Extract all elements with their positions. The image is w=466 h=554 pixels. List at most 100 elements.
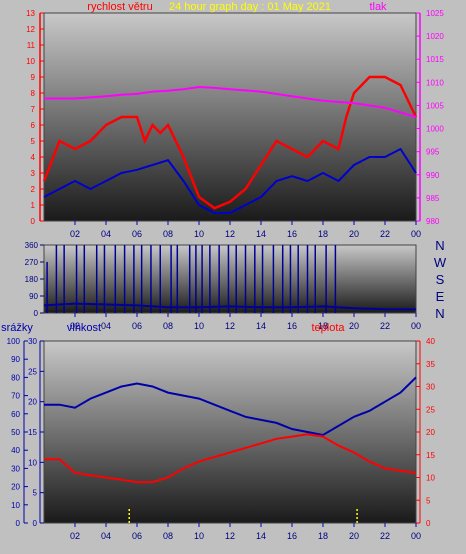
temperature-y-tick-label: 40: [426, 337, 435, 346]
y-left-tick-label: 4: [31, 153, 36, 162]
rain-y-tick-label: 50: [11, 428, 20, 437]
temperature-y-tick-label: 25: [426, 405, 435, 414]
humidity-y-tick-label: 15: [28, 428, 37, 437]
x-tick-label: 22: [380, 229, 390, 239]
top-panel: 0123456789101112139809859909951000100510…: [26, 1, 444, 239]
temperature-label: teplota: [311, 322, 345, 334]
x-tick-label: 22: [380, 321, 390, 331]
humidity-y-tick-label: 5: [33, 489, 38, 498]
humidity-label: vlhkost: [67, 322, 101, 334]
y-right-tick-label: 995: [426, 148, 440, 157]
y-left-tick-label: 3: [31, 169, 36, 178]
temperature-y-tick-label: 20: [426, 428, 435, 437]
x-tick-label: 10: [194, 229, 204, 239]
direction-y-tick-label: 180: [25, 275, 39, 284]
rain-y-tick-label: 100: [7, 337, 21, 346]
y-left-tick-label: 13: [26, 9, 35, 18]
compass-label: S: [436, 272, 445, 287]
top-plot-area: [43, 12, 417, 222]
rain-y-tick-label: 40: [11, 446, 20, 455]
x-tick-label: 08: [163, 531, 173, 541]
y-left-tick-label: 8: [31, 89, 36, 98]
x-tick-label: 06: [132, 229, 142, 239]
x-tick-label: 04: [101, 321, 111, 331]
direction-y-tick-label: 0: [34, 309, 39, 318]
humidity-y-tick-label: 10: [28, 458, 37, 467]
x-tick-label: 10: [194, 531, 204, 541]
x-tick-label: 18: [318, 321, 328, 331]
rain-y-tick-label: 60: [11, 410, 20, 419]
x-tick-label: 02: [70, 229, 80, 239]
x-tick-label: 08: [163, 321, 173, 331]
compass-label: E: [436, 289, 445, 304]
x-tick-label: 00: [411, 229, 421, 239]
humidity-y-tick-label: 20: [28, 398, 37, 407]
pressure-line: [44, 85, 417, 118]
x-tick-label: 18: [318, 229, 328, 239]
x-tick-label: 16: [287, 229, 297, 239]
rain-y-tick-label: 20: [11, 483, 20, 492]
wind-speed-label: rychlost větru: [87, 1, 152, 13]
x-tick-label: 06: [132, 321, 142, 331]
temperature-y-tick-label: 15: [426, 451, 435, 460]
humidity-line: [44, 376, 417, 437]
compass-label: W: [434, 255, 447, 270]
direction-y-tick-label: 360: [25, 241, 39, 250]
temperature-y-tick-label: 10: [426, 474, 435, 483]
wind-gust-line: [42, 75, 418, 210]
y-left-tick-label: 9: [31, 73, 36, 82]
humidity-y-tick-label: 30: [28, 337, 37, 346]
direction-y-tick-label: 270: [25, 258, 39, 267]
temperature-y-tick-label: 35: [426, 360, 435, 369]
humidity-y-tick-label: 25: [28, 367, 37, 376]
temperature-y-tick-label: 0: [426, 519, 431, 528]
y-left-tick-label: 5: [31, 137, 36, 146]
direction-y-tick-label: 90: [29, 292, 38, 301]
x-tick-label: 22: [380, 531, 390, 541]
temperature-line: [44, 433, 417, 484]
temperature-y-tick-label: 30: [426, 383, 435, 392]
rain-label: srážky: [1, 322, 33, 334]
climate-plot-area: [43, 340, 417, 524]
compass-label: N: [435, 238, 444, 253]
x-tick-label: 14: [256, 321, 266, 331]
y-left-tick-label: 12: [26, 25, 35, 34]
direction-base-line: [43, 302, 416, 311]
x-tick-label: 16: [287, 321, 297, 331]
rain-y-tick-label: 30: [11, 464, 20, 473]
x-tick-label: 06: [132, 531, 142, 541]
y-right-tick-label: 1010: [426, 78, 444, 87]
x-tick-label: 04: [101, 229, 111, 239]
y-right-tick-label: 1005: [426, 101, 444, 110]
y-left-tick-label: 6: [31, 121, 36, 130]
y-left-tick-label: 2: [31, 185, 36, 194]
direction-plot-area: [43, 244, 417, 314]
y-left-tick-label: 1: [31, 201, 36, 210]
x-tick-label: 18: [318, 531, 328, 541]
y-right-tick-label: 1020: [426, 32, 444, 41]
y-left-tick-label: 10: [26, 57, 35, 66]
rain-y-tick-label: 10: [11, 501, 20, 510]
x-tick-label: 16: [287, 531, 297, 541]
pressure-label: tlak: [369, 1, 387, 13]
rain-y-tick-label: 80: [11, 373, 20, 382]
x-tick-label: 20: [349, 229, 359, 239]
compass-label: N: [435, 306, 444, 321]
x-tick-label: 12: [225, 229, 235, 239]
y-right-tick-label: 1025: [426, 9, 444, 18]
temperature-y-tick-label: 5: [426, 496, 431, 505]
y-right-tick-label: 1015: [426, 55, 444, 64]
x-tick-label: 02: [70, 531, 80, 541]
y-left-tick-label: 0: [31, 217, 36, 226]
x-tick-label: 14: [256, 531, 266, 541]
y-left-tick-label: 11: [27, 41, 36, 50]
rain-y-tick-label: 90: [11, 355, 20, 364]
y-right-tick-label: 980: [426, 217, 440, 226]
wind-average-line: [43, 147, 417, 214]
x-tick-label: 04: [101, 531, 111, 541]
chart-title: 24 hour graph day : 01 May 2021: [169, 1, 331, 13]
x-tick-label: 12: [225, 321, 235, 331]
rain-y-tick-label: 0: [16, 519, 21, 528]
x-tick-label: 02: [70, 321, 80, 331]
